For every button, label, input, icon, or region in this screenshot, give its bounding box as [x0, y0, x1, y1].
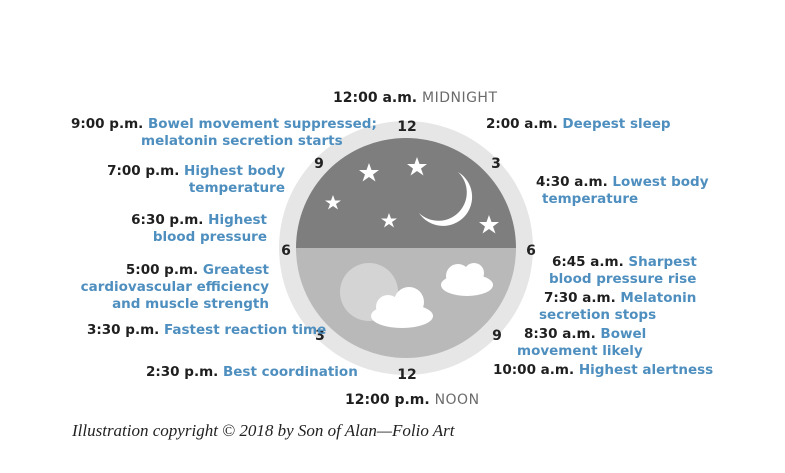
numeral-upper-left: 9	[314, 156, 324, 172]
midnight-title: 12:00 a.m. MIDNIGHT	[333, 90, 498, 106]
numeral-bottom: 12	[397, 367, 416, 383]
star-icon	[479, 215, 499, 234]
event-description: and muscle strength	[112, 296, 269, 312]
event-time: 9:00 p.m.	[71, 116, 144, 132]
event-description: Melatonin	[620, 290, 697, 306]
event-time: 2:00 a.m.	[486, 116, 558, 132]
numeral-upper-right: 3	[491, 156, 501, 172]
numeral-left: 6	[281, 243, 291, 259]
event-7pm: 7:00 p.m. Highest body temperature	[107, 163, 285, 197]
numeral-lower-left: 3	[315, 328, 325, 344]
event-time: 6:45 a.m.	[552, 254, 624, 270]
event-time: 10:00 a.m.	[493, 362, 575, 378]
event-time: 6:30 p.m.	[131, 212, 204, 228]
event-time: 7:00 p.m.	[107, 163, 180, 179]
event-9pm: 9:00 p.m. Bowel movement suppressed; mel…	[71, 116, 377, 150]
event-description: blood pressure	[152, 229, 267, 245]
cloud-icon	[371, 287, 433, 328]
event-description: Highest	[208, 212, 267, 228]
event-430am: 4:30 a.m. Lowest body temperature	[536, 174, 709, 208]
star-icon	[381, 213, 397, 228]
star-icon	[325, 195, 341, 210]
event-time: 3:30 p.m.	[87, 322, 160, 338]
noon-title: 12:00 p.m. NOON	[345, 392, 480, 408]
event-description: Bowel movement suppressed;	[147, 116, 377, 132]
event-time: 2:30 p.m.	[146, 364, 219, 380]
event-630pm: 6:30 p.m. Highest blood pressure	[131, 212, 267, 246]
event-5pm: 5:00 p.m. Greatest cardiovascular effici…	[81, 262, 269, 313]
event-645am: 6:45 a.m. Sharpest blood pressure rise	[549, 254, 697, 288]
noon-time: 12:00 p.m.	[345, 392, 430, 408]
event-2am: 2:00 a.m. Deepest sleep	[486, 116, 671, 133]
event-description: temperature	[188, 180, 285, 196]
event-10am: 10:00 a.m. Highest alertness	[493, 362, 713, 379]
copyright-credit: Illustration copyright © 2018 by Son of …	[72, 421, 455, 440]
event-230pm: 2:30 p.m. Best coordination	[146, 364, 358, 381]
event-description: Fastest reaction time	[163, 322, 327, 338]
event-description: Bowel	[600, 326, 647, 342]
event-description: cardiovascular efficiency	[80, 279, 269, 295]
midnight-time: 12:00 a.m.	[333, 90, 418, 106]
numeral-top: 12	[397, 119, 416, 135]
event-730am: 7:30 a.m. Melatonin secretion stops	[539, 290, 697, 324]
numeral-right: 6	[526, 243, 536, 259]
event-description: Deepest sleep	[562, 116, 671, 132]
event-description: Greatest	[202, 262, 269, 278]
event-time: 5:00 p.m.	[125, 262, 199, 278]
numeral-lower-right: 9	[492, 328, 502, 344]
event-time: 8:30 a.m.	[524, 326, 596, 342]
star-icon	[407, 157, 427, 176]
event-description: melatonin secretion starts	[141, 133, 343, 149]
event-description: temperature	[542, 191, 639, 207]
event-description: Highest alertness	[578, 362, 714, 378]
event-830am: 8:30 a.m. Bowel movement likely	[517, 326, 647, 360]
event-description: Best coordination	[222, 364, 358, 380]
cloud-icon	[441, 263, 493, 296]
midnight-caption: MIDNIGHT	[421, 90, 498, 106]
event-description: Sharpest	[628, 254, 697, 270]
noon-caption: NOON	[434, 392, 480, 408]
event-description: Highest body	[184, 163, 285, 179]
moon-icon	[419, 172, 473, 226]
star-icon	[359, 163, 379, 182]
event-time: 7:30 a.m.	[544, 290, 616, 306]
event-description: secretion stops	[539, 307, 657, 323]
event-description: movement likely	[517, 343, 643, 359]
event-description: Lowest body	[612, 174, 709, 190]
event-time: 4:30 a.m.	[536, 174, 608, 190]
event-330pm: 3:30 p.m. Fastest reaction time	[87, 322, 326, 339]
event-description: blood pressure rise	[549, 271, 697, 287]
